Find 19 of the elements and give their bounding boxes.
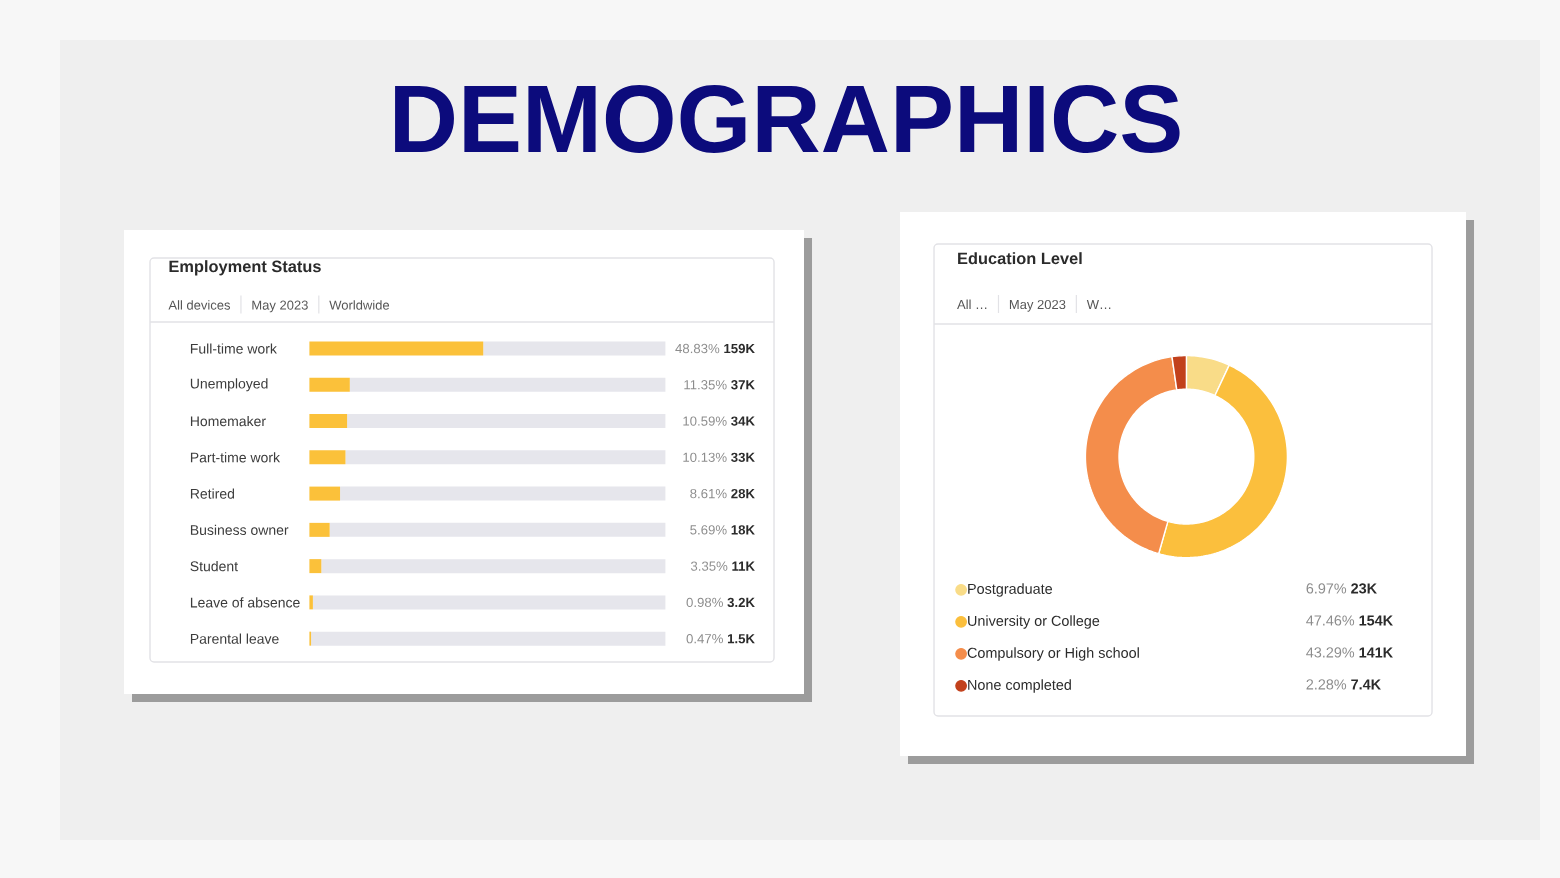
bar <box>309 341 484 356</box>
bar <box>345 450 666 465</box>
bar <box>340 486 666 501</box>
bar <box>312 595 666 610</box>
bar <box>309 559 322 574</box>
bar <box>309 450 346 465</box>
bar <box>309 522 330 537</box>
bar <box>309 486 341 501</box>
bar <box>321 559 666 574</box>
bar <box>483 341 666 356</box>
chart-title: Employment Status <box>169 260 321 276</box>
bar <box>311 631 666 646</box>
bar <box>309 377 350 392</box>
chart-title: Education Level <box>958 252 1082 265</box>
bar <box>329 522 666 537</box>
bar <box>349 377 666 392</box>
text: DEMOGRAPHICS <box>395 85 1180 153</box>
bar <box>347 414 666 429</box>
bar <box>309 414 348 429</box>
